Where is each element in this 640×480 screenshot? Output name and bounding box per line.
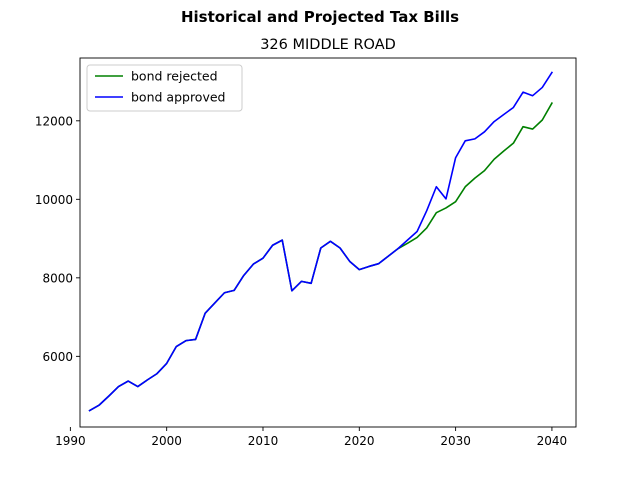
legend-label-bond-approved: bond approved bbox=[131, 90, 225, 105]
series-line-bond-approved bbox=[88, 71, 554, 412]
x-tick-label: 2040 bbox=[537, 434, 568, 448]
x-tick-label: 2010 bbox=[248, 434, 279, 448]
chart-title: 326 MIDDLE ROAD bbox=[260, 37, 396, 53]
x-tick-label: 1990 bbox=[55, 434, 86, 448]
y-tick-label: 10000 bbox=[35, 193, 73, 207]
legend-box bbox=[86, 64, 243, 112]
y-tick-label: 8000 bbox=[42, 271, 73, 285]
plot-series bbox=[88, 71, 554, 412]
y-tick-label: 6000 bbox=[42, 350, 73, 364]
x-tick-label: 2020 bbox=[344, 434, 375, 448]
y-axis-ticks: 6000 8000 10000 12000 bbox=[35, 114, 80, 364]
plot-frame bbox=[79, 57, 577, 428]
x-tick-label: 2030 bbox=[440, 434, 471, 448]
x-tick-label: 2000 bbox=[151, 434, 182, 448]
y-tick-label: 12000 bbox=[35, 114, 73, 128]
legend-label-bond-rejected: bond rejected bbox=[131, 69, 218, 84]
x-axis-ticks: 1990 2000 2010 2020 2030 2040 bbox=[55, 427, 567, 448]
legend: bond rejected bond approved bbox=[86, 64, 243, 112]
chart-suptitle: Historical and Projected Tax Bills bbox=[181, 8, 459, 26]
